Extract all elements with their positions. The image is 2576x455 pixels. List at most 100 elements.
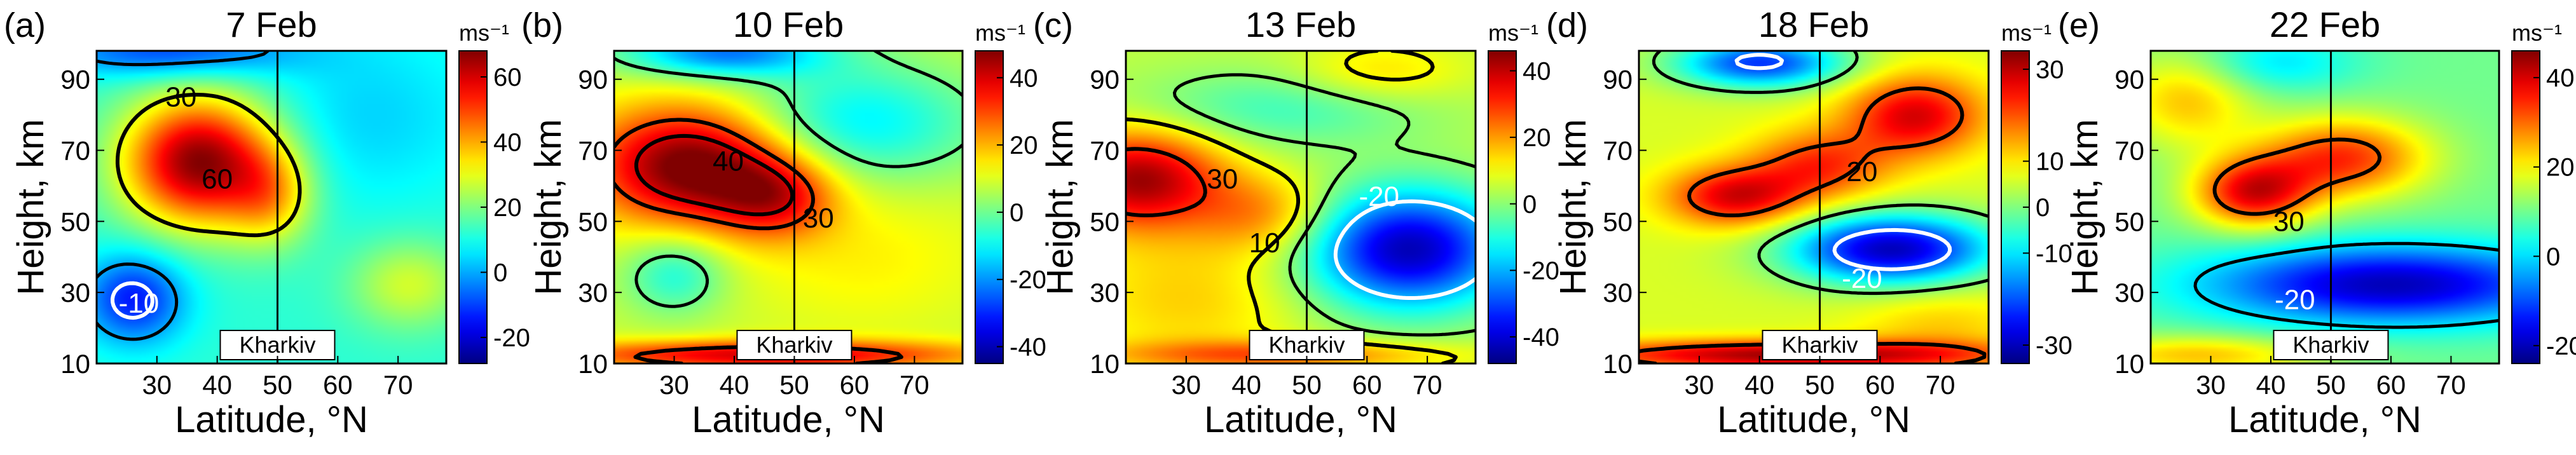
colorbar-tick-c-20: 20 [1523,124,1551,152]
y-tick-label-b-70: 70 [578,136,608,166]
svg-text:Kharkiv: Kharkiv [756,332,832,358]
x-tick-label-c-40: 40 [1231,370,1261,400]
contour-c-30 [1126,147,1207,217]
colorbar-tick-c-m40: -40 [1523,323,1559,351]
colorbar-tick-c-0: 0 [1523,191,1537,219]
y-tick-label-b-30: 30 [578,278,608,308]
x-tick-label-d-50: 50 [1805,370,1835,400]
colorbar-tick-b-m40: -40 [1010,334,1046,362]
colorbar-unit-a: ms⁻¹ [459,20,509,46]
contour-label-b-1: 30 [803,203,834,234]
colorbar-tick-b-40: 40 [1010,64,1038,92]
contour-label-a-0: 30 [165,82,196,113]
contour-label-b-0: 40 [713,146,744,177]
x-tick-label-b-30: 30 [659,370,689,400]
contour-label-d-0: 20 [1846,156,1877,187]
panel-letter-b: (b) [521,6,563,44]
y-tick-label-a-70: 70 [60,136,90,166]
svg-text:Kharkiv: Kharkiv [239,332,315,358]
x-tick-label-d-40: 40 [1744,370,1774,400]
x-tick-label-c-70: 70 [1413,370,1442,400]
panel-title-c: 13 Feb [1245,4,1356,44]
y-tick-label-d-30: 30 [1603,278,1633,308]
plot-frame-e [2149,50,2500,365]
colorbar-tick-b-0: 0 [1010,199,1024,227]
panel-title-a: 7 Feb [226,4,317,44]
x-tick-label-c-60: 60 [1352,370,1382,400]
contour-a-m10 [110,281,154,320]
y-tick-label-d-90: 90 [1603,65,1633,95]
contour-label-e-1: -20 [2275,284,2315,315]
y-tick-label-e-70: 70 [2114,136,2144,166]
x-axis-label-e: Latitude, °N [2228,399,2422,440]
colorbar-e: -20 0 20 40 ms⁻¹ [2511,20,2576,364]
y-tick-label-e-50: 50 [2114,207,2144,236]
y-axis-label-d: Height, km [1552,119,1594,295]
y-tick-label-c-70: 70 [1090,136,1120,166]
colorbar-unit-c: ms⁻¹ [1488,20,1538,46]
x-tick-label-b-40: 40 [720,370,750,400]
station-label-a: Kharkiv [219,330,336,360]
y-tick-label-a-90: 90 [60,65,90,95]
x-tick-label-e-50: 50 [2316,370,2346,400]
x-axis-label-d: Latitude, °N [1717,399,1910,440]
y-axis-label-a: Height, km [10,119,51,295]
panel-d: Kharkiv 20 -20 30 40 50 60 70 10 30 50 70 90 Latitude… [1546,4,2072,440]
svg-text:Kharkiv: Kharkiv [1268,332,1345,358]
heatmap-field-c [1126,51,1476,363]
colorbar-c: -40 -20 0 20 40 ms⁻¹ [1488,20,1559,364]
contours-d [1639,51,1989,363]
contour-d-m20 [1734,53,1952,271]
contours-e [2193,137,2499,329]
colorbar-tick-d-10: 10 [2036,148,2064,176]
y-axis-label-e: Height, km [2064,119,2106,295]
contour-label-e-0: 30 [2273,206,2305,237]
y-tick-label-d-50: 50 [1603,207,1633,236]
colorbar-tick-b-m20: -20 [1010,266,1046,294]
x-tick-label-b-60: 60 [840,370,870,400]
plot-frame-c [1125,50,1477,365]
contour-d-0 [1652,51,1989,295]
contour-a-30 [115,93,302,238]
y-tick-label-e-90: 90 [2114,65,2144,95]
x-tick-label-b-50: 50 [779,370,809,400]
colorbar-tick-d-m30: -30 [2036,332,2072,360]
svg-text:Kharkiv: Kharkiv [2292,332,2369,358]
plot-frame-b [613,50,964,365]
contour-label-a-2: -10 [119,288,160,319]
colorbar-tick-e-40: 40 [2546,64,2575,92]
colorbar-tick-a-60: 60 [493,64,522,92]
contour-label-c-1: 10 [1249,228,1280,259]
colorbar-tick-a-0: 0 [493,259,507,287]
panel-c: Kharkiv 30 10 -20 30 40 50 60 70 10 30 50 70 90 Latitu… [1033,4,1559,440]
colorbar-tick-c-m20: -20 [1523,257,1559,285]
contour-label-a-1: 60 [202,163,233,194]
y-tick-label-b-10: 10 [578,349,608,379]
colorbar-tick-b-20: 20 [1010,132,1038,160]
x-axis-label-b: Latitude, °N [692,399,885,440]
contour-label-c-0: 30 [1207,163,1238,194]
x-tick-label-a-50: 50 [263,370,292,400]
x-tick-label-a-40: 40 [202,370,232,400]
colorbar-b: -40 -20 0 20 40 ms⁻¹ [975,20,1046,364]
y-tick-label-a-10: 10 [60,349,90,379]
colorbar-unit-b: ms⁻¹ [975,20,1025,46]
plot-frame-d [1638,50,1990,365]
y-tick-label-c-90: 90 [1090,65,1120,95]
colorbar-tick-e-m20: -20 [2546,332,2576,360]
x-axis-label-c: Latitude, °N [1204,399,1397,440]
panel-title-d: 18 Feb [1758,4,1869,44]
colorbar-tick-a-20: 20 [493,194,522,222]
colorbar-unit-d: ms⁻¹ [2001,20,2052,46]
colorbar-tick-c-40: 40 [1523,57,1551,85]
plot-frame-a [95,50,448,365]
y-tick-label-d-10: 10 [1603,349,1633,379]
colorbar-tick-a-40: 40 [493,129,522,157]
station-label-c: Kharkiv [1249,330,1365,360]
contour-c-m20 [1333,199,1476,300]
y-tick-label-a-50: 50 [60,207,90,236]
panel-letter-d: (d) [1546,6,1588,44]
station-label-d: Kharkiv [1762,330,1878,360]
x-tick-label-a-60: 60 [323,370,353,400]
contour-e-0 [2193,241,2499,329]
